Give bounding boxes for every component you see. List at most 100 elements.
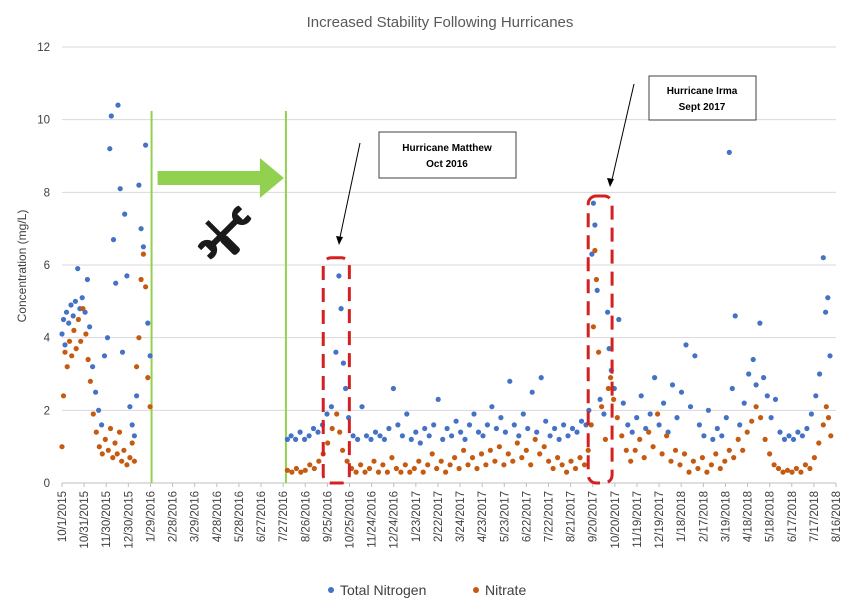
data-point	[399, 433, 405, 439]
y-tick-label: 0	[44, 478, 50, 490]
data-point	[690, 458, 697, 464]
x-tick-label: 8/16/2018	[831, 491, 843, 542]
x-tick-label: 2/22/2017	[433, 491, 445, 542]
data-point	[316, 458, 322, 464]
data-point	[823, 309, 829, 315]
x-tick-label: 11/30/2015	[101, 491, 113, 548]
x-tick-label: 1/23/2017	[411, 491, 423, 542]
x-tick-label: 7/17/2018	[809, 491, 821, 542]
data-point	[311, 465, 317, 472]
x-tick-label: 6/22/2017	[521, 491, 533, 542]
data-point	[438, 458, 444, 464]
wrench-icon	[197, 205, 252, 260]
data-point	[650, 444, 656, 450]
data-point	[623, 447, 629, 453]
hurricane-highlight-box	[586, 194, 614, 485]
data-point	[422, 425, 428, 432]
data-point	[799, 433, 806, 439]
data-point	[75, 316, 81, 323]
data-point	[514, 440, 520, 446]
data-point	[804, 425, 810, 432]
data-point	[827, 353, 833, 359]
data-point	[449, 433, 455, 439]
data-point	[380, 462, 386, 468]
data-point	[110, 455, 116, 461]
data-point	[758, 415, 764, 421]
data-point	[59, 331, 65, 337]
legend-label-nitrate: Nitrate	[485, 582, 526, 598]
data-point	[781, 436, 788, 442]
data-point	[556, 436, 562, 442]
data-point	[674, 415, 680, 421]
data-point	[444, 425, 450, 432]
data-point	[677, 462, 683, 468]
data-point	[124, 462, 130, 468]
data-point	[601, 411, 607, 417]
data-point	[629, 429, 635, 435]
data-point	[505, 451, 511, 457]
callout-arrow-matthew	[338, 142, 361, 243]
data-point	[564, 469, 570, 475]
data-point	[398, 469, 404, 475]
data-point	[371, 458, 377, 464]
data-point	[66, 320, 72, 326]
data-point	[127, 455, 133, 461]
x-tick-label: 7/22/2017	[544, 491, 556, 542]
data-point	[496, 444, 502, 450]
data-point	[577, 455, 583, 461]
data-point	[105, 447, 111, 453]
data-point	[528, 462, 534, 468]
data-point	[753, 382, 759, 388]
data-point	[87, 378, 93, 384]
maintenance-period	[150, 111, 287, 483]
data-point	[722, 458, 728, 464]
data-point	[80, 306, 86, 312]
data-point	[802, 462, 809, 468]
data-point	[402, 462, 408, 468]
data-point	[134, 393, 140, 399]
data-point	[713, 451, 719, 457]
data-point	[768, 415, 774, 421]
x-tick-label: 5/23/2017	[499, 491, 511, 542]
data-point	[817, 371, 823, 377]
data-point	[96, 407, 102, 413]
data-point	[62, 342, 68, 348]
data-point	[507, 378, 513, 384]
data-point	[828, 433, 834, 439]
data-point	[72, 298, 78, 304]
data-point	[757, 320, 763, 326]
data-point	[129, 422, 135, 428]
data-point	[64, 364, 70, 370]
data-point	[425, 462, 431, 468]
hurricane-highlights	[321, 194, 614, 485]
data-point	[632, 447, 638, 453]
data-point	[753, 404, 759, 410]
data-point	[620, 400, 626, 406]
data-point	[511, 422, 517, 428]
data-point	[767, 451, 773, 457]
data-point	[668, 458, 674, 464]
data-point	[440, 436, 446, 442]
data-point	[377, 433, 383, 439]
data-point	[66, 338, 73, 344]
hurricane-highlight-box	[321, 256, 351, 485]
data-point	[340, 447, 346, 453]
data-point	[561, 422, 567, 428]
data-point	[686, 469, 692, 475]
data-point	[480, 433, 486, 439]
gridlines	[62, 46, 836, 484]
x-tick-label: 4/18/2018	[743, 491, 755, 542]
data-point	[726, 447, 732, 453]
data-point	[452, 455, 458, 461]
data-point	[744, 429, 750, 435]
data-point	[315, 429, 321, 435]
data-point	[407, 469, 413, 475]
data-point	[75, 266, 81, 272]
data-point	[129, 440, 135, 446]
x-tick-label: 5/28/2016	[234, 491, 246, 542]
x-tick-label: 11/19/2017	[632, 491, 644, 548]
data-point	[131, 433, 137, 439]
data-point	[447, 462, 453, 468]
data-point	[710, 436, 716, 442]
data-point	[746, 371, 752, 377]
